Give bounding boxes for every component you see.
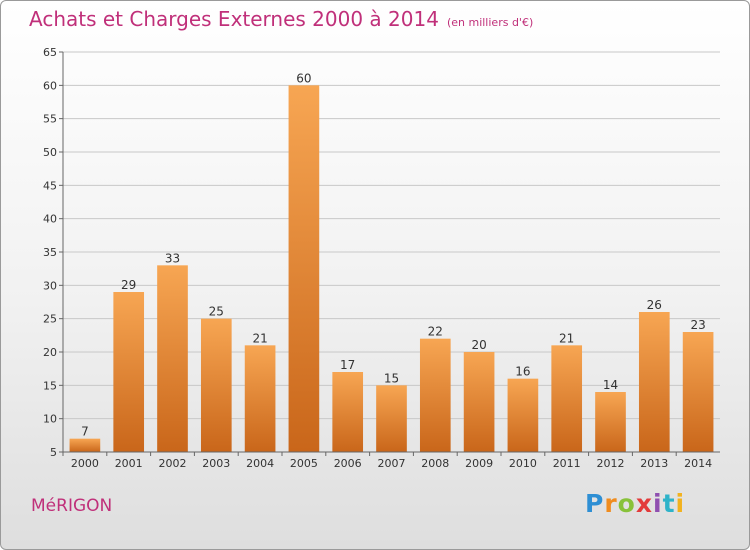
x-tick-label-2008: 2008 — [421, 457, 449, 470]
logo-letter: i — [675, 489, 686, 518]
x-tick-label-2000: 2000 — [71, 457, 99, 470]
data-label-2011: 21 — [559, 331, 574, 345]
x-tick-label-2003: 2003 — [202, 457, 230, 470]
y-tick-label: 5 — [50, 446, 57, 459]
bar-2004 — [244, 345, 276, 452]
y-tick-label: 50 — [43, 146, 57, 159]
data-label-2004: 21 — [252, 331, 267, 345]
y-tick-label: 20 — [43, 346, 57, 359]
x-tick-label-2009: 2009 — [465, 457, 493, 470]
data-label-2005: 60 — [296, 71, 311, 85]
x-tick-label-2002: 2002 — [159, 457, 187, 470]
data-label-2010: 16 — [515, 365, 530, 379]
x-tick-label-2014: 2014 — [684, 457, 712, 470]
x-tick-label-2005: 2005 — [290, 457, 318, 470]
bar-2012 — [595, 392, 626, 452]
proxiti-logo[interactable]: Proxiti — [585, 489, 685, 518]
y-tick-label: 35 — [43, 246, 57, 259]
x-tick-label-2011: 2011 — [553, 457, 581, 470]
y-tick-label: 15 — [43, 379, 57, 392]
x-axis-ticks: 2000 2001 2002 2003 2004 2005 2006 2007 2008 2009… — [62, 452, 712, 470]
y-tick-label: 25 — [43, 313, 57, 326]
logo-letter: t — [662, 489, 676, 518]
data-label-2009: 20 — [471, 338, 486, 352]
chart-title-unit: (en milliers d'€) — [446, 16, 534, 29]
bar-2010 — [507, 378, 539, 452]
chart-title-main: Achats et Charges Externes 2000 à 2014 — [29, 7, 439, 31]
bar-2003 — [200, 318, 232, 452]
commune-name: MéRIGON — [31, 496, 113, 516]
x-tick-label-2001: 2001 — [115, 457, 143, 470]
y-tick-label: 60 — [43, 79, 57, 92]
bar-2007 — [376, 385, 407, 452]
y-tick-label: 45 — [43, 179, 57, 192]
bar-2009 — [463, 352, 495, 452]
bar-2001 — [113, 292, 145, 452]
logo-letter: i — [653, 489, 663, 518]
bar-2011 — [551, 345, 583, 452]
bar-2013 — [638, 312, 670, 452]
data-label-2006: 17 — [340, 358, 355, 372]
data-label-2008: 22 — [428, 325, 443, 339]
bar-2002 — [157, 265, 188, 452]
bar-2014 — [682, 332, 714, 452]
y-tick-label: 40 — [43, 213, 57, 226]
bar-2006 — [332, 372, 364, 452]
data-label-2012: 14 — [603, 378, 618, 392]
bar-2000 — [69, 438, 101, 452]
logo-letter: r — [604, 489, 618, 518]
chart-title: Achats et Charges Externes 2000 à 2014 (e… — [29, 7, 533, 31]
x-tick-label-2013: 2013 — [640, 457, 668, 470]
x-tick-label-2006: 2006 — [334, 457, 362, 470]
bar-2008 — [419, 338, 451, 452]
x-tick-label-2007: 2007 — [378, 457, 406, 470]
axes — [62, 52, 720, 453]
data-label-2000: 7 — [81, 425, 89, 439]
y-tick-label: 10 — [43, 413, 57, 426]
data-label-2014: 23 — [690, 318, 705, 332]
bar-2005 — [288, 85, 320, 452]
logo-letter: x — [635, 489, 653, 518]
logo-letter: P — [585, 489, 605, 518]
data-label-2003: 25 — [209, 305, 224, 319]
x-tick-label-2004: 2004 — [246, 457, 274, 470]
x-tick-label-2010: 2010 — [509, 457, 537, 470]
data-labels: 7 29 33 25 21 60 17 15 22 20 16 21 14 26 23 — [81, 71, 706, 438]
y-axis-ticks: 5 10 15 20 25 30 35 40 45 50 55 60 65 — [43, 46, 63, 459]
bar-chart: 5 10 15 20 25 30 35 40 45 50 55 60 65 7 29 33 25 21 60 17 1… — [43, 46, 720, 470]
logo-letter: o — [617, 489, 636, 518]
y-tick-label: 30 — [43, 279, 57, 292]
data-label-2002: 33 — [165, 251, 180, 265]
data-label-2013: 26 — [647, 298, 662, 312]
y-tick-label: 55 — [43, 113, 57, 126]
y-tick-label: 65 — [43, 46, 57, 59]
data-label-2001: 29 — [121, 278, 136, 292]
bars — [69, 85, 714, 452]
data-label-2007: 15 — [384, 371, 399, 385]
x-tick-label-2012: 2012 — [597, 457, 625, 470]
